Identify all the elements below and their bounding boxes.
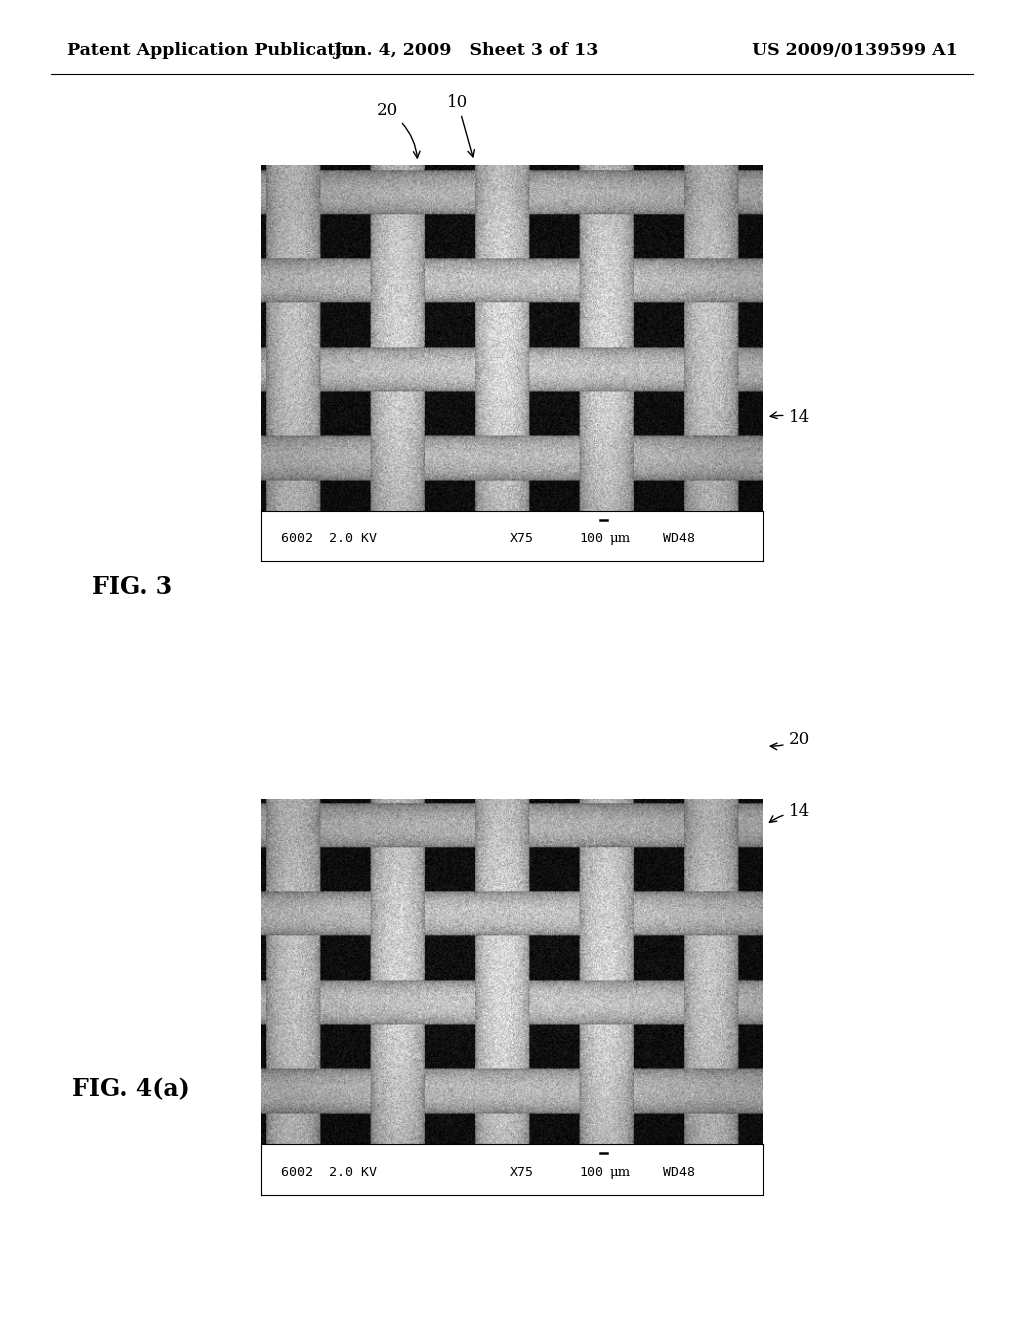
Text: 10: 10 — [447, 94, 474, 157]
Text: X75: X75 — [510, 532, 535, 545]
Text: US 2009/0139599 A1: US 2009/0139599 A1 — [752, 42, 957, 58]
Text: Jun. 4, 2009   Sheet 3 of 13: Jun. 4, 2009 Sheet 3 of 13 — [333, 42, 599, 58]
Text: 20: 20 — [770, 731, 810, 750]
Text: 6002  2.0 KV: 6002 2.0 KV — [282, 1166, 377, 1179]
Text: 100: 100 — [580, 532, 604, 545]
Text: 20: 20 — [377, 102, 420, 158]
Text: 14: 14 — [769, 804, 810, 822]
Text: 100: 100 — [580, 1166, 604, 1179]
Text: Patent Application Publication: Patent Application Publication — [67, 42, 366, 58]
Text: X75: X75 — [510, 1166, 535, 1179]
Text: FIG. 3: FIG. 3 — [92, 576, 172, 599]
Text: μm: μm — [610, 1166, 631, 1179]
Text: WD48: WD48 — [663, 1166, 694, 1179]
Text: μm: μm — [610, 532, 631, 545]
Text: WD48: WD48 — [663, 532, 694, 545]
Text: 6002  2.0 KV: 6002 2.0 KV — [282, 532, 377, 545]
Text: 14: 14 — [770, 409, 810, 425]
Text: FIG. 4(a): FIG. 4(a) — [72, 1077, 189, 1101]
